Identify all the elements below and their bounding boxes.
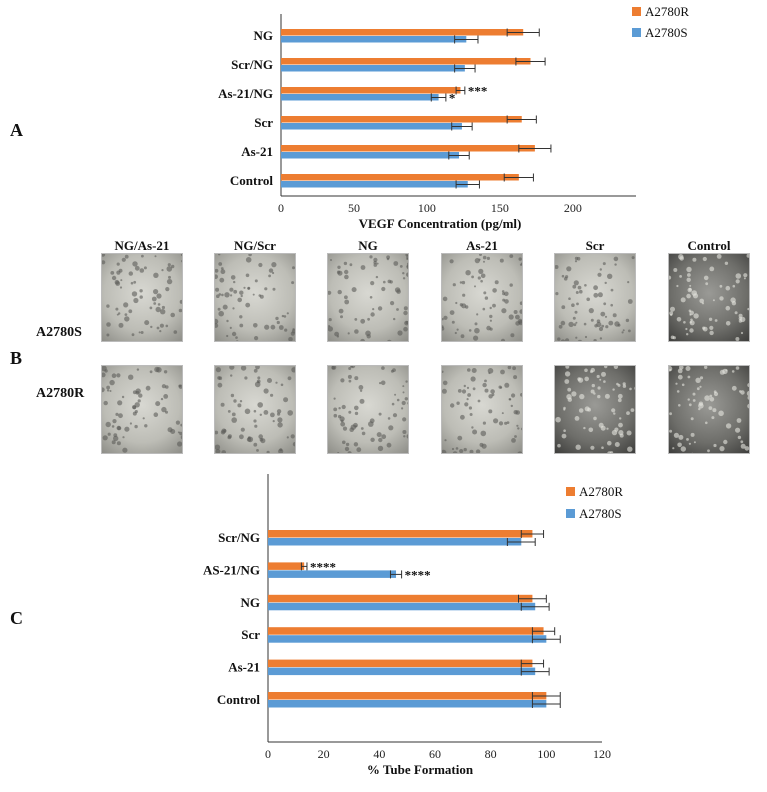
cell-texture bbox=[442, 254, 522, 341]
bar-A2780S-5 bbox=[281, 181, 468, 188]
bar-A2780R-5 bbox=[268, 692, 547, 700]
panel-letter-c: C bbox=[10, 608, 23, 628]
category-label-4: As-21 bbox=[241, 144, 273, 159]
bar-A2780R-0 bbox=[281, 29, 524, 36]
bar-A2780S-4 bbox=[281, 152, 460, 159]
x-tick-label-20: 20 bbox=[318, 747, 330, 761]
micrograph-A2780S-4 bbox=[554, 253, 636, 342]
row-label-A2780S: A2780S bbox=[36, 325, 82, 340]
panel-letter-b: B bbox=[10, 348, 23, 368]
cell-texture bbox=[102, 254, 182, 337]
bar-A2780S-5 bbox=[268, 700, 547, 708]
bar-A2780S-0 bbox=[268, 538, 522, 546]
column-label-3: As-21 bbox=[466, 238, 498, 253]
category-label-0: Scr/NG bbox=[218, 530, 260, 545]
cell-texture bbox=[669, 366, 749, 453]
significance-A2780S-2: * bbox=[449, 91, 456, 106]
x-tick-label-100: 100 bbox=[418, 201, 436, 215]
micrograph-A2780S-0 bbox=[101, 253, 183, 342]
category-label-5: Control bbox=[230, 173, 273, 188]
x-tick-label-100: 100 bbox=[537, 747, 555, 761]
bar-A2780R-3 bbox=[281, 116, 522, 123]
micrograph-A2780R-5 bbox=[668, 365, 750, 454]
legend-label-A2780S: A2780S bbox=[645, 25, 688, 40]
column-label-5: Control bbox=[687, 238, 731, 253]
bar-A2780S-2 bbox=[281, 94, 439, 101]
bar-A2780S-3 bbox=[268, 635, 547, 643]
significance-A2780S-1: **** bbox=[405, 567, 431, 582]
micrograph-A2780R-1 bbox=[214, 365, 296, 454]
x-tick-label-0: 0 bbox=[265, 747, 271, 761]
category-label-1: AS-21/NG bbox=[203, 562, 260, 577]
x-tick-label-60: 60 bbox=[429, 747, 441, 761]
bar-A2780R-4 bbox=[268, 659, 533, 668]
x-axis-label: VEGF Concentration (pg/ml) bbox=[359, 216, 522, 231]
bar-A2780S-2 bbox=[268, 602, 536, 611]
x-tick-label-200: 200 bbox=[564, 201, 582, 215]
column-label-1: NG/Scr bbox=[234, 238, 276, 253]
bar-A2780R-3 bbox=[268, 627, 544, 635]
bar-A2780R-1 bbox=[268, 562, 305, 570]
cell-texture bbox=[669, 254, 749, 341]
micrograph-A2780R-4 bbox=[554, 365, 636, 454]
x-tick-label-120: 120 bbox=[593, 747, 611, 761]
micrograph-A2780R-0 bbox=[101, 365, 183, 454]
micrograph-A2780S-5 bbox=[668, 253, 750, 342]
x-tick-label-150: 150 bbox=[491, 201, 509, 215]
legend-swatch-A2780R bbox=[566, 487, 575, 496]
legend-swatch-A2780S bbox=[632, 28, 641, 37]
category-label-2: As-21/NG bbox=[218, 86, 273, 101]
bar-A2780S-3 bbox=[281, 123, 462, 130]
x-axis-label: % Tube Formation bbox=[367, 762, 474, 777]
legend-swatch-A2780S bbox=[566, 509, 575, 518]
category-label-3: Scr bbox=[254, 115, 273, 130]
x-tick-label-80: 80 bbox=[485, 747, 497, 761]
category-label-4: As-21 bbox=[228, 660, 260, 675]
cell-texture bbox=[215, 254, 295, 341]
column-label-2: NG bbox=[358, 238, 378, 253]
micrograph-A2780S-3 bbox=[441, 253, 523, 342]
legend-swatch-A2780R bbox=[632, 7, 641, 16]
cell-texture bbox=[555, 256, 635, 341]
bar-A2780R-4 bbox=[281, 145, 535, 152]
cell-texture bbox=[555, 366, 635, 453]
chart-a-vegf: 0 50 100 150 200 VEGF Concentration (pg/ml) NG… bbox=[218, 4, 689, 231]
x-tick-label-50: 50 bbox=[348, 201, 360, 215]
legend-label-A2780R: A2780R bbox=[579, 484, 623, 499]
cell-texture bbox=[102, 366, 182, 453]
bar-A2780S-0 bbox=[281, 36, 467, 43]
bar-A2780S-1 bbox=[281, 65, 465, 72]
category-label-1: Scr/NG bbox=[231, 57, 273, 72]
micrograph-A2780S-2 bbox=[327, 253, 409, 342]
micrograph-A2780R-3 bbox=[441, 365, 523, 454]
cell-texture bbox=[331, 366, 408, 453]
column-label-0: NG/As-21 bbox=[114, 238, 170, 253]
bar-A2780S-4 bbox=[268, 667, 536, 676]
bar-A2780R-5 bbox=[281, 174, 519, 181]
category-label-0: NG bbox=[254, 28, 274, 43]
micrograph-A2780R-2 bbox=[327, 365, 409, 454]
bar-A2780R-0 bbox=[268, 530, 533, 538]
category-label-2: NG bbox=[241, 595, 261, 610]
x-tick-label-40: 40 bbox=[373, 747, 385, 761]
bar-A2780R-1 bbox=[281, 58, 531, 65]
bar-A2780S-1 bbox=[268, 570, 397, 578]
chart-c-tube-formation: 0 20 40 60 80 100 120 % Tube Formation Scr/NG AS-… bbox=[203, 474, 623, 777]
row-label-A2780R: A2780R bbox=[36, 386, 85, 401]
panel-letter-a: A bbox=[10, 120, 23, 140]
category-label-3: Scr bbox=[241, 627, 260, 642]
cell-texture bbox=[215, 366, 295, 453]
cell-texture bbox=[328, 254, 408, 341]
column-label-4: Scr bbox=[585, 238, 605, 253]
bar-A2780R-2 bbox=[281, 87, 461, 94]
bar-A2780R-2 bbox=[268, 594, 533, 603]
category-label-5: Control bbox=[217, 692, 260, 707]
micrograph-A2780S-1 bbox=[214, 253, 296, 342]
cell-texture bbox=[442, 366, 522, 453]
legend-label-A2780S: A2780S bbox=[579, 506, 622, 521]
significance-A2780R-2: *** bbox=[468, 84, 488, 99]
legend-label-A2780R: A2780R bbox=[645, 4, 689, 19]
x-tick-label-0: 0 bbox=[278, 201, 284, 215]
